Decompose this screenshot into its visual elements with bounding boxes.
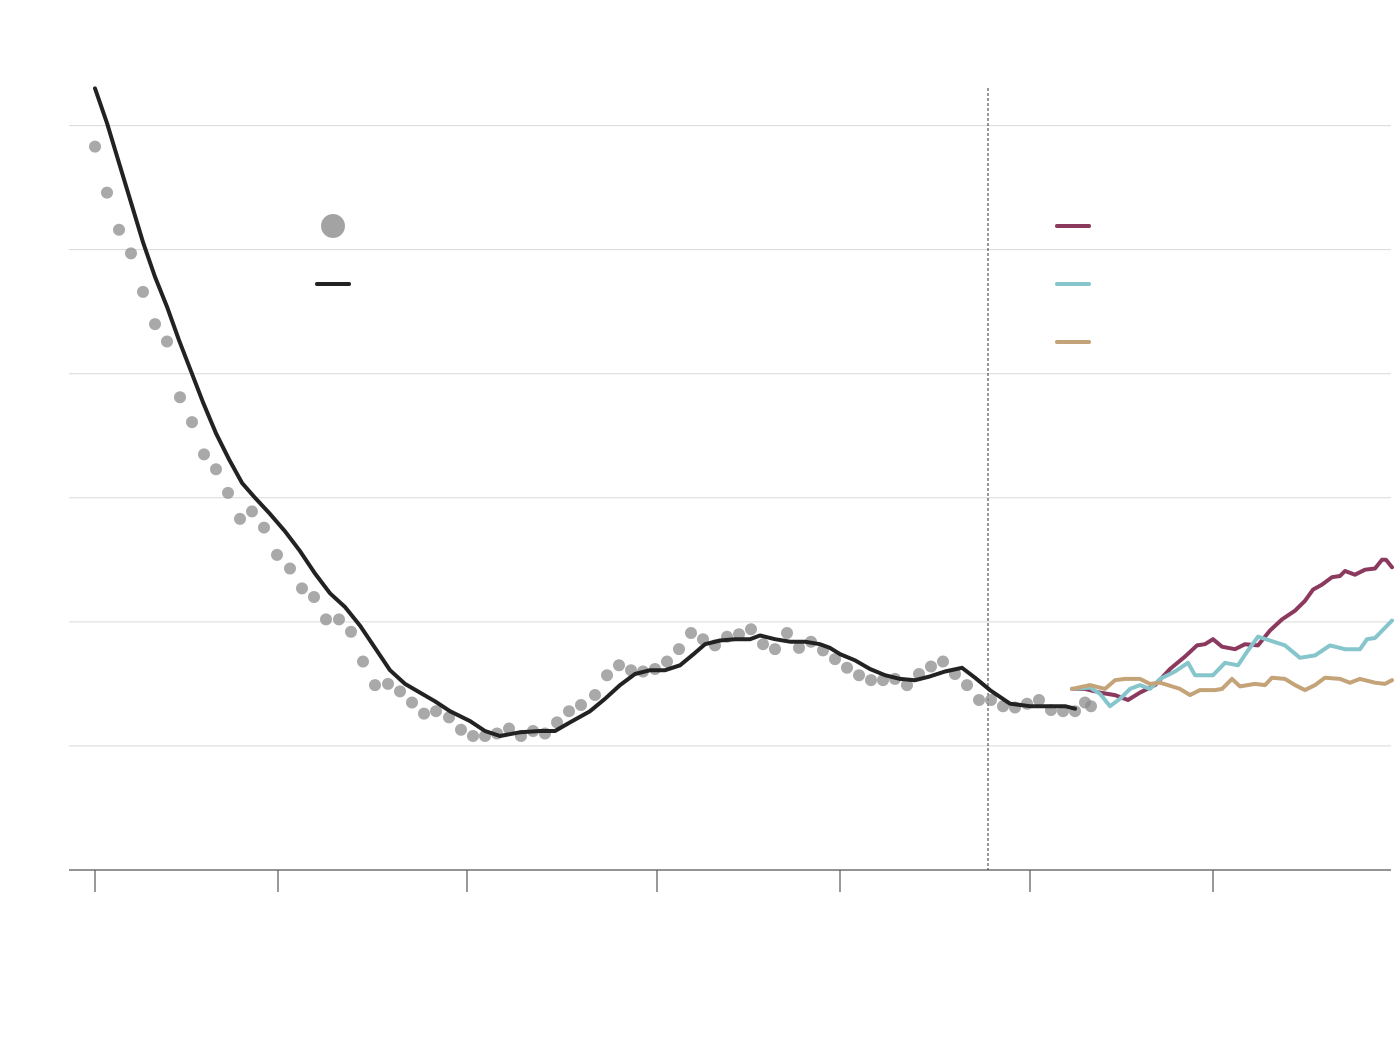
data-point (320, 613, 332, 626)
data-point (161, 335, 173, 348)
data-point (661, 655, 673, 668)
data-point (853, 669, 865, 682)
data-point (186, 416, 198, 429)
data-point (258, 521, 270, 534)
data-point (284, 562, 296, 575)
data-point (296, 582, 308, 595)
data-point (467, 730, 479, 743)
data-point (925, 660, 937, 673)
data-point (394, 685, 406, 698)
data-point (841, 661, 853, 674)
series-line (93, 86, 1077, 738)
data-point (357, 655, 369, 668)
data-point (503, 722, 515, 735)
data-point (430, 705, 442, 718)
data-point (418, 707, 430, 720)
series-line (1070, 618, 1394, 709)
data-point (601, 669, 613, 682)
data-point (210, 463, 222, 476)
data-point (563, 705, 575, 718)
data-point (198, 448, 210, 461)
data-point (781, 627, 793, 640)
data-point (455, 723, 467, 736)
data-point (382, 677, 394, 690)
data-point (937, 655, 949, 668)
data-point (246, 505, 258, 518)
data-point (234, 512, 246, 525)
data-point (769, 643, 781, 656)
data-point (222, 486, 234, 499)
data-point (149, 318, 161, 331)
data-point (308, 591, 320, 604)
data-point (685, 627, 697, 640)
data-point (901, 679, 913, 692)
data-point (865, 674, 877, 687)
series-line (1070, 557, 1394, 702)
data-point (961, 679, 973, 692)
data-point (345, 625, 357, 638)
data-point (174, 391, 186, 404)
data-point (406, 696, 418, 709)
series-line (1070, 675, 1394, 698)
data-point (113, 223, 125, 236)
legend-marker (321, 214, 345, 238)
data-point (829, 653, 841, 666)
data-point (673, 643, 685, 656)
data-point (1033, 694, 1045, 707)
data-point (271, 548, 283, 561)
data-point (137, 285, 149, 298)
data-point (125, 247, 137, 260)
data-point (589, 689, 601, 702)
data-point (793, 641, 805, 654)
data-point (89, 140, 101, 153)
data-point (333, 613, 345, 626)
data-point (369, 679, 381, 692)
data-point (757, 638, 769, 651)
data-point (973, 694, 985, 707)
data-point (1085, 700, 1097, 713)
data-point (551, 716, 563, 729)
data-point (985, 694, 997, 707)
data-point (101, 186, 113, 199)
data-point (613, 659, 625, 672)
data-point (575, 698, 587, 711)
data-point (745, 623, 757, 636)
